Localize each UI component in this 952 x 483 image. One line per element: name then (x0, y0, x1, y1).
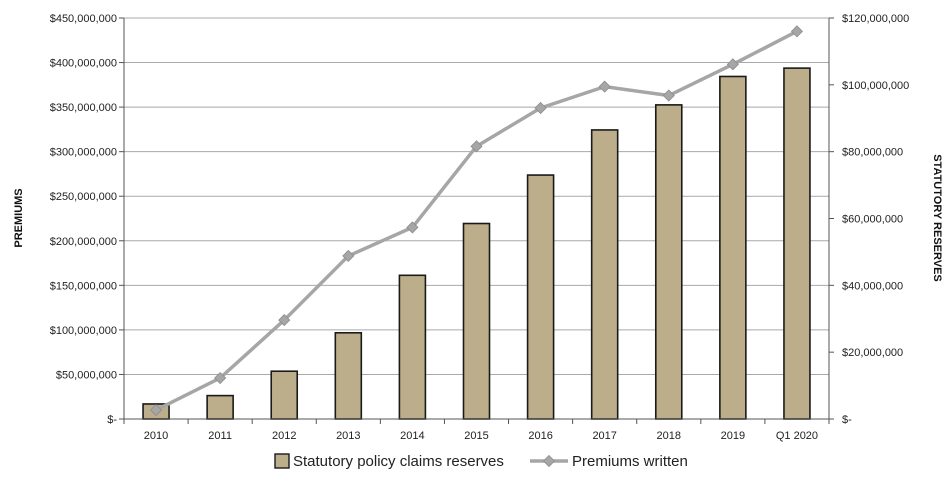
bar (398, 274, 427, 420)
right-tick-label: $20,000,000 (842, 347, 903, 359)
right-axis-ticks: $- $20,000,000 $40,000,000 $60,000,000 $80,0… (829, 13, 909, 426)
line-point (790, 25, 804, 38)
bar (270, 370, 299, 420)
left-tick-label: $300,000,000 (50, 147, 117, 159)
line-point (342, 249, 355, 262)
right-tick-label: $- (842, 414, 852, 426)
x-tick-label: 2019 (721, 430, 745, 442)
line-point (278, 314, 291, 327)
legend-label-line: Premiums written (572, 453, 688, 470)
x-tick-label: 2013 (336, 430, 360, 442)
line-point (534, 101, 547, 115)
x-tick-label: 2015 (464, 430, 488, 442)
line-point (598, 80, 611, 93)
bar (334, 331, 363, 420)
x-tick-label: 2010 (144, 430, 168, 442)
left-tick-label: $350,000,000 (50, 102, 117, 114)
left-tick-label: $450,000,000 (50, 13, 117, 25)
left-tick-label: $150,000,000 (50, 280, 117, 292)
legend: Statutory policy claims reserves Premiums… (274, 453, 688, 470)
bar (206, 394, 234, 420)
bar-series (142, 67, 811, 420)
line-series (149, 25, 804, 417)
line-point (726, 58, 739, 71)
right-tick-label: $60,000,000 (842, 214, 903, 226)
left-tick-label: $50,000,000 (56, 369, 117, 381)
left-tick-label: $250,000,000 (50, 191, 117, 203)
left-tick-label: $100,000,000 (50, 325, 117, 337)
left-axis-title: PREMIUMS (13, 188, 25, 247)
x-tick-label: 2011 (208, 430, 232, 442)
left-tick-label: $- (107, 414, 117, 426)
bar (526, 174, 555, 420)
x-tick-label: 2018 (657, 430, 681, 442)
line-point (406, 221, 419, 234)
x-tick-label: Q1 2020 (776, 430, 818, 442)
bar (462, 222, 491, 420)
x-tick-label: 2012 (272, 430, 296, 442)
x-tick-label: 2016 (528, 430, 552, 442)
left-tick-label: $400,000,000 (50, 58, 117, 70)
x-tick-label: 2017 (592, 430, 616, 442)
bar (719, 75, 747, 420)
line-point (470, 140, 483, 153)
legend-label-bar: Statutory policy claims reserves (293, 453, 504, 470)
left-axis-ticks: $- $50,000,000 $100,000,000 $150,000,000 $20… (50, 13, 124, 426)
right-tick-label: $100,000,000 (842, 80, 909, 92)
line-point (214, 371, 227, 385)
right-tick-label: $40,000,000 (842, 280, 903, 292)
x-tick-label: 2014 (400, 430, 424, 442)
right-tick-label: $80,000,000 (842, 147, 903, 159)
x-axis-ticks: 2010 2011 2012 2013 2014 2015 2016 2017 2018 2019… (123, 419, 830, 442)
left-tick-label: $200,000,000 (50, 236, 117, 248)
right-axis-title: STATUTORY RESERVES (931, 154, 943, 282)
bar (590, 129, 619, 420)
bar (654, 104, 683, 420)
line-point (662, 89, 675, 102)
legend-marker-line (542, 454, 556, 468)
bar (783, 67, 811, 420)
right-tick-label: $120,000,000 (842, 13, 909, 25)
legend-swatch-bar (274, 453, 290, 469)
line-point (149, 404, 163, 417)
